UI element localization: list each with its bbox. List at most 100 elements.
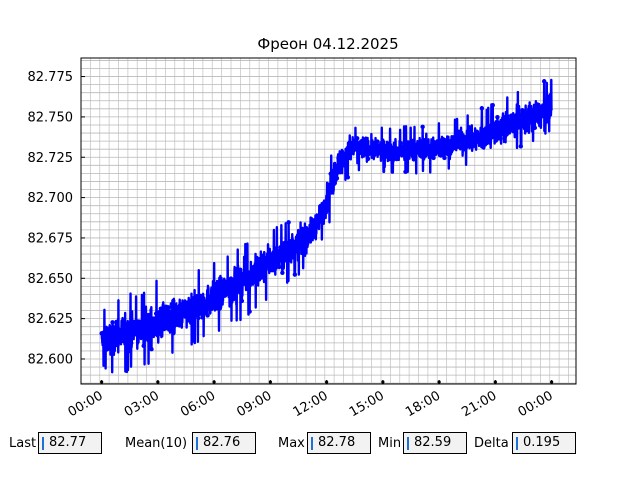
data-point (186, 304, 192, 309)
y-tick-label: 82.725 (28, 151, 74, 166)
data-point (493, 138, 499, 143)
stat-delta-field[interactable]: 0.195 (512, 432, 576, 454)
data-point (450, 139, 455, 144)
data-point (409, 144, 414, 149)
data-point (376, 147, 382, 152)
data-point (520, 107, 525, 113)
data-point (228, 276, 234, 281)
data-point (501, 120, 506, 125)
data-point (283, 251, 288, 256)
stat-mean-field[interactable]: 82.76 (192, 432, 256, 454)
data-point (456, 143, 461, 148)
data-point (350, 147, 355, 152)
data-point (236, 285, 241, 290)
y-tick-label: 82.750 (28, 110, 74, 125)
data-point (517, 124, 522, 129)
data-point (308, 226, 313, 231)
data-point (532, 125, 538, 131)
data-point (139, 319, 145, 325)
data-point (177, 323, 182, 328)
stat-last-field[interactable]: 82.77 (38, 432, 102, 454)
data-point (478, 135, 483, 141)
data-point (306, 237, 312, 243)
data-point (403, 169, 408, 174)
data-point (400, 151, 405, 156)
data-point (192, 302, 198, 308)
x-tick-label: 09:00 (234, 388, 274, 420)
data-point (135, 319, 140, 324)
data-point (496, 120, 502, 126)
stat-delta-label: Delta (474, 436, 509, 451)
data-point (459, 138, 464, 144)
stat-min-field[interactable]: 82.59 (403, 432, 467, 454)
text-cursor-icon (196, 437, 198, 450)
data-point (316, 213, 321, 219)
data-point (227, 287, 232, 292)
data-point (295, 237, 301, 243)
data-point (241, 276, 246, 282)
data-point (278, 244, 284, 250)
data-point (245, 273, 251, 278)
data-point (347, 155, 352, 161)
data-point (351, 142, 357, 147)
data-point (431, 155, 436, 161)
data-point (540, 109, 545, 114)
y-tick-label: 82.775 (28, 70, 74, 85)
data-point (495, 115, 500, 120)
data-point (439, 142, 444, 147)
data-point (249, 278, 254, 284)
data-point (326, 185, 332, 191)
data-point (317, 219, 322, 224)
stat-max-field[interactable]: 82.78 (307, 432, 371, 454)
data-point (129, 340, 134, 346)
data-point (214, 305, 220, 311)
data-point (362, 137, 368, 142)
data-point (164, 315, 170, 320)
data-point (333, 171, 338, 176)
data-point (418, 144, 424, 149)
data-point (259, 253, 265, 258)
x-tick-dot (493, 380, 497, 384)
data-point (111, 343, 117, 349)
data-point (167, 323, 173, 328)
data-point (526, 120, 531, 126)
data-point (487, 135, 492, 140)
data-point (110, 320, 115, 325)
data-point (121, 336, 126, 341)
stat-mean-value: 82.76 (203, 435, 241, 450)
data-point (484, 140, 489, 146)
data-point (239, 298, 245, 304)
data-point (531, 113, 536, 119)
data-point (323, 203, 329, 208)
data-point (504, 132, 509, 137)
data-point (197, 307, 202, 313)
x-tick-dot (381, 380, 385, 384)
series-plot (99, 78, 553, 374)
data-point (166, 305, 171, 310)
data-point (428, 148, 433, 154)
data-point (545, 108, 550, 114)
data-point (205, 313, 210, 318)
data-point (507, 126, 513, 131)
x-tick-label: 06:00 (178, 388, 218, 420)
stat-min-label: Min (378, 436, 402, 451)
data-point (244, 259, 249, 264)
data-point (448, 149, 453, 154)
data-point (210, 292, 215, 297)
data-point (258, 273, 263, 278)
data-point (432, 151, 438, 157)
stat-max-label: Max (278, 436, 305, 451)
data-point (414, 144, 419, 149)
data-point (383, 143, 388, 149)
data-point (280, 270, 285, 275)
data-point (325, 208, 330, 213)
data-point (160, 306, 165, 311)
data-point (256, 265, 262, 271)
data-point (275, 260, 280, 265)
data-point (150, 329, 156, 334)
x-axis-ticks: 00:00 03:00 06:00 09:00 12:00 15:00 18:00 21:00… (66, 380, 556, 420)
data-point (149, 347, 154, 352)
data-point (365, 156, 371, 162)
data-point (420, 124, 425, 130)
